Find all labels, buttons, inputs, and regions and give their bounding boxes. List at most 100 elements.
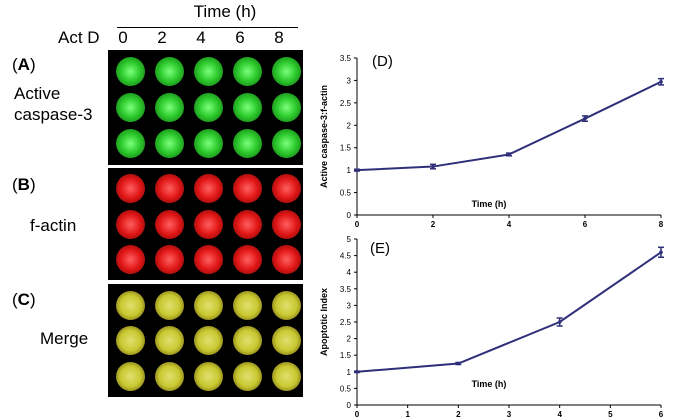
well <box>272 209 301 239</box>
chart-d-y-tick-label: 3.5 <box>340 54 352 63</box>
well <box>272 174 301 204</box>
chart-d-panel-letter: (D) <box>372 53 393 70</box>
chart-d-x-tick-label: 0 <box>355 220 360 229</box>
chart-e-data-point <box>355 370 359 374</box>
chart-d-data-point <box>431 164 435 169</box>
chart-e-y-tick-label: 5 <box>347 235 352 244</box>
well <box>272 290 301 320</box>
well <box>233 290 262 320</box>
chart-e-x-tick-label: 4 <box>557 410 562 419</box>
chart-e-x-tick-label: 2 <box>456 410 461 419</box>
time-header: Time (h) <box>193 2 257 21</box>
well <box>155 326 184 355</box>
well <box>116 93 145 122</box>
well <box>116 174 145 204</box>
well <box>116 209 145 239</box>
chart-d-y-tick-label: 2.5 <box>340 99 352 108</box>
well <box>155 209 184 239</box>
chart-d-x-tick-label: 4 <box>507 220 512 229</box>
well <box>194 129 223 158</box>
well <box>155 361 184 391</box>
chart-d-y-tick-label: 3 <box>347 76 352 85</box>
chart-e-x-tick-label: 0 <box>355 410 360 419</box>
panel-b-label: f-actin <box>30 216 77 235</box>
well <box>116 361 145 391</box>
well <box>272 244 301 274</box>
chart-e-series-line <box>356 251 662 373</box>
chart-d-x-label: Time (h) <box>472 199 507 209</box>
panel-a-label: Active caspase-3 <box>14 84 93 124</box>
panel-c-letter: (C) <box>12 290 36 309</box>
well <box>272 129 301 158</box>
well <box>233 361 262 391</box>
chart-e-x-tick-label: 5 <box>608 410 613 419</box>
time-tick-6: 6 <box>235 28 245 47</box>
chart-d-data-point <box>659 79 663 84</box>
time-tick-0: 0 <box>118 28 128 47</box>
panel-b-image <box>108 168 303 280</box>
well <box>155 244 184 274</box>
chart-e-x-tick-label: 1 <box>405 410 410 419</box>
chart-e-y-label: Apoptotic Index <box>319 288 329 356</box>
chart-e-y-tick-label: 2 <box>347 335 352 344</box>
well <box>155 174 184 204</box>
chart-d-y-tick-label: 2 <box>347 121 352 130</box>
chart-e-panel-letter: (E) <box>370 240 390 257</box>
well <box>116 244 145 274</box>
well <box>233 129 262 158</box>
chart-e-x-tick-label: 6 <box>659 410 664 419</box>
chart-e-x-tick-label: 3 <box>507 410 512 419</box>
chart-e-data-point <box>659 250 663 255</box>
chart-e-data-point <box>557 320 562 324</box>
panel-a-image <box>108 50 303 165</box>
chart-d-x-tick-label: 8 <box>659 220 664 229</box>
chart-e-y-tick-label: 4 <box>347 268 352 277</box>
chart-d-series-line <box>356 80 662 172</box>
well <box>272 57 301 86</box>
chart-d-y-tick-label: 0.5 <box>340 189 352 198</box>
chart-d-y-tick-label: 1 <box>347 166 352 175</box>
well <box>194 57 223 86</box>
act-d-label: Act D <box>58 28 100 47</box>
time-tick-8: 8 <box>274 28 284 47</box>
well <box>194 290 223 320</box>
well <box>233 326 262 355</box>
chart-e-y-tick-label: 4.5 <box>340 252 352 261</box>
well <box>272 93 301 122</box>
chart-d-y-tick-label: 0 <box>347 211 352 220</box>
well <box>194 326 223 355</box>
well <box>233 209 262 239</box>
chart-e-y-tick-label: 0 <box>347 401 352 410</box>
time-tick-2: 2 <box>157 28 167 47</box>
well <box>116 57 145 86</box>
time-tick-4: 4 <box>196 28 206 47</box>
chart-e-y-tick-label: 1 <box>347 368 352 377</box>
well <box>155 290 184 320</box>
panel-b-letter: (B) <box>12 175 36 194</box>
well <box>194 93 223 122</box>
panel-a-letter: (A) <box>12 55 36 74</box>
well <box>155 93 184 122</box>
well <box>116 326 145 355</box>
well <box>155 129 184 158</box>
chart-e-x-label: Time (h) <box>472 379 507 389</box>
well <box>233 93 262 122</box>
panel-c-image <box>108 284 303 397</box>
chart-d-y-label: Active caspase-3:f-actin <box>319 85 329 188</box>
well <box>155 57 184 86</box>
chart-e-y-tick-label: 1.5 <box>340 351 352 360</box>
chart-e-y-tick-label: 3.5 <box>340 285 352 294</box>
well <box>272 361 301 391</box>
well <box>233 57 262 86</box>
panel-c-label: Merge <box>40 329 89 348</box>
well <box>194 361 223 391</box>
well <box>233 174 262 204</box>
well <box>194 174 223 204</box>
chart-e-y-tick-label: 3 <box>347 301 352 310</box>
well <box>233 244 262 274</box>
well <box>116 290 145 320</box>
chart-d-data-point <box>355 168 359 172</box>
well <box>272 326 301 355</box>
chart-d-x-tick-label: 6 <box>583 220 588 229</box>
